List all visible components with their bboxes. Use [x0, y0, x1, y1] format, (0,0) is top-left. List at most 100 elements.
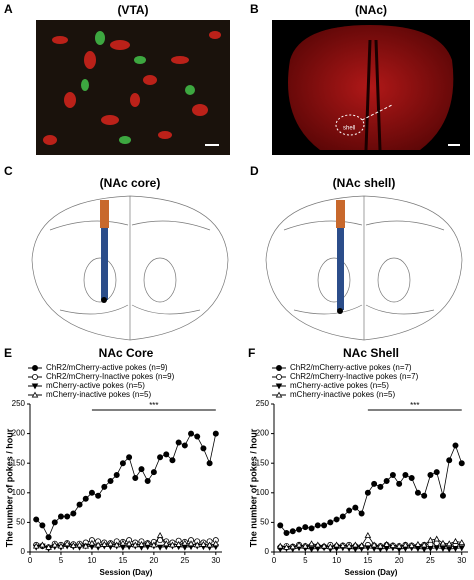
marker [364, 545, 372, 552]
x-tick-label: 15 [118, 556, 127, 565]
marker [57, 513, 64, 520]
x-tick-label: 25 [180, 556, 189, 565]
marker [187, 540, 195, 547]
marker [57, 542, 65, 549]
legend-label: mCherry-active pokes (n=5) [290, 381, 389, 390]
legend-label: mCherry-active pokes (n=5) [46, 381, 145, 390]
marker [206, 460, 213, 467]
marker [358, 510, 365, 517]
marker [82, 495, 89, 502]
x-tick-label: 25 [426, 556, 435, 565]
panel-letter: F [248, 346, 255, 360]
marker [427, 472, 434, 479]
marker [314, 522, 321, 529]
marker [427, 545, 434, 552]
x-tick-label: 15 [363, 556, 372, 565]
chart-title: NAc Core [99, 346, 154, 360]
marker [396, 480, 403, 487]
marker [82, 542, 90, 549]
marker [119, 544, 127, 551]
marker [327, 519, 334, 526]
marker [283, 543, 290, 550]
marker [276, 542, 284, 549]
marker [308, 546, 315, 553]
marker [339, 542, 347, 548]
marker [107, 477, 114, 484]
marker [327, 543, 334, 550]
legend-label: ChR2/mCherry-Inactive pokes (n=9) [46, 372, 175, 381]
legend-label: ChR2/mCherry-active pokes (n=7) [290, 363, 412, 372]
marker [39, 522, 46, 529]
marker [212, 540, 220, 547]
marker [150, 469, 157, 476]
marker [364, 489, 371, 496]
shell-outline [335, 114, 365, 136]
panel-title: (VTA) [117, 3, 148, 17]
marker [181, 442, 188, 449]
x-tick-label: 10 [332, 556, 341, 565]
marker [420, 541, 428, 548]
marker [31, 383, 39, 390]
scale-bar [448, 144, 460, 146]
y-tick-label: 200 [256, 429, 270, 438]
marker [277, 522, 284, 529]
marker [163, 451, 170, 458]
marker [452, 442, 459, 449]
marker [193, 541, 201, 548]
marker [333, 516, 340, 523]
marker [402, 541, 409, 548]
marker [32, 364, 39, 371]
panel-letter: C [4, 164, 13, 178]
significance: *** [149, 401, 158, 410]
significance: *** [410, 401, 419, 410]
micrograph-vta [36, 20, 230, 155]
marker [383, 540, 390, 547]
x-axis-label: Session (Day) [100, 568, 153, 577]
marker [181, 544, 189, 551]
series-line [279, 444, 463, 534]
marker [156, 532, 164, 538]
y-tick-label: 100 [12, 488, 26, 497]
cells-green [81, 31, 195, 144]
marker [296, 526, 303, 533]
marker [346, 507, 353, 514]
marker [113, 541, 120, 548]
fiber-tip [101, 297, 107, 303]
marker [452, 545, 459, 552]
x-tick-label: 5 [303, 556, 308, 565]
optic-fiber [101, 200, 108, 300]
legend-label: mCherry-inactive pokes (n=5) [46, 390, 151, 399]
marker [445, 546, 453, 553]
y-tick-label: 150 [12, 458, 26, 467]
marker [94, 541, 102, 548]
cells-red [43, 31, 221, 145]
y-axis-label: The number of pokes / hour [248, 428, 258, 547]
panel-letter: D [250, 164, 259, 178]
marker [414, 489, 421, 496]
marker [39, 541, 46, 548]
panel-title: (NAc core) [100, 176, 161, 190]
y-axis-label: The number of pokes / hour [4, 428, 14, 547]
marker [138, 466, 145, 473]
marker [275, 383, 283, 390]
marker [51, 541, 59, 548]
marker [119, 460, 126, 467]
midline [364, 39, 382, 151]
marker [427, 536, 434, 543]
brain-section [288, 25, 454, 150]
legend-label: mCherry-inactive pokes (n=5) [290, 390, 395, 399]
series-line [35, 433, 217, 539]
marker [308, 525, 315, 532]
marker [113, 472, 120, 479]
pointer [361, 104, 393, 121]
marker [452, 537, 459, 544]
marker [144, 477, 151, 484]
marker [32, 373, 39, 380]
panel-letter: A [4, 2, 13, 16]
marker [169, 457, 176, 464]
marker [107, 540, 114, 547]
x-axis-label: Session (Day) [345, 568, 398, 577]
marker [64, 513, 71, 520]
